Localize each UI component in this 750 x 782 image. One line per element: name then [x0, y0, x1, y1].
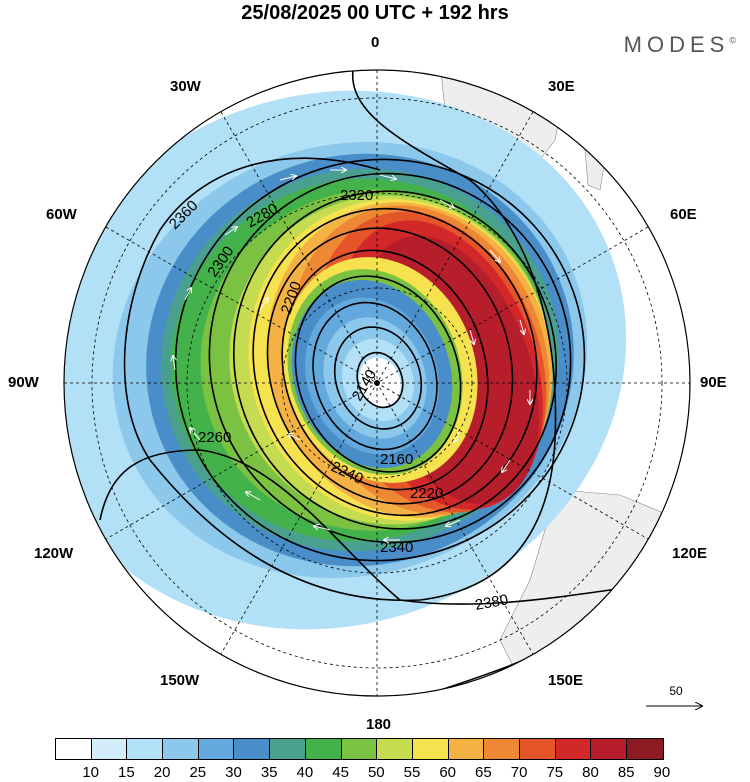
contour-label: 2340 — [380, 539, 413, 556]
colorbar-tick-label: 25 — [189, 764, 207, 781]
colorbar-tick-label: 15 — [118, 764, 135, 781]
colorbar-swatch — [484, 739, 520, 759]
colorbar-swatch — [270, 739, 306, 759]
colorbar-swatch — [555, 739, 592, 759]
colorbar-tick-label: 70 — [510, 764, 528, 781]
colorbar-tick-label: 75 — [546, 764, 564, 781]
colorbar-swatch — [627, 739, 663, 759]
colorbar-tick-label: 35 — [260, 764, 278, 781]
colorbar-swatch — [412, 739, 449, 759]
colorbar-swatch — [127, 739, 164, 759]
colorbar-swatch — [198, 739, 235, 759]
colorbar-swatch — [448, 739, 485, 759]
colorbar-tick-label: 20 — [153, 764, 171, 781]
wind-vectors — [173, 170, 530, 540]
lon-label-90e: 90E — [700, 374, 727, 391]
lon-label-150e: 150E — [548, 672, 584, 689]
lon-label-0: 0 — [371, 34, 380, 51]
colorbar-tick-label: 90 — [653, 764, 671, 781]
colorbar-swatch — [341, 739, 378, 759]
colorbar-tick-label: 60 — [439, 764, 457, 781]
colorbar-swatch — [519, 739, 556, 759]
wind-speed-shading — [64, 90, 627, 630]
map-border — [63, 69, 691, 697]
lon-label-120w: 120W — [34, 545, 74, 562]
lon-label-120e: 120E — [672, 545, 708, 562]
colorbar-tick-label: 50 — [367, 764, 385, 781]
colorbar-tick-label: 85 — [617, 764, 635, 781]
contour-label: 2160 — [380, 451, 413, 468]
colorbar-tick-label: 40 — [296, 764, 314, 781]
contour-label: 2260 — [198, 429, 231, 446]
colorbar-swatch — [91, 739, 128, 759]
lon-label-60w: 60W — [46, 206, 77, 223]
colorbar-swatch — [234, 739, 271, 759]
lon-label-180: 180 — [366, 716, 392, 733]
colorbar-tick-label: 65 — [475, 764, 492, 781]
modes-logo: MODES© — [623, 32, 736, 57]
contour-label: 2320 — [340, 187, 373, 204]
chart-title: 25/08/2025 00 UTC + 192 hrs — [241, 2, 509, 24]
colorbar-swatch — [591, 739, 627, 759]
colorbar-swatch — [163, 739, 199, 759]
lon-label-90w: 90W — [8, 374, 39, 391]
colorbar-swatch — [305, 739, 342, 759]
colorbar-tick-label: 45 — [332, 764, 349, 781]
colorbar-tick-label: 55 — [403, 764, 421, 781]
colorbar-tick-label: 10 — [82, 764, 100, 781]
colorbar-tick-label: 80 — [582, 764, 599, 781]
lon-label-60e: 60E — [670, 206, 697, 223]
lon-label-30e: 30E — [548, 78, 575, 95]
contour-label: 2220 — [410, 485, 443, 502]
reference-vector-label: 50 — [669, 684, 683, 698]
colorbar-swatch — [377, 739, 413, 759]
south-pole-marker — [374, 380, 380, 386]
lon-label-150w: 150W — [160, 672, 200, 689]
colorbar — [55, 738, 664, 760]
colorbar-tick-label: 30 — [225, 764, 242, 781]
lon-label-30w: 30W — [170, 78, 201, 95]
colorbar-swatch — [56, 739, 92, 759]
